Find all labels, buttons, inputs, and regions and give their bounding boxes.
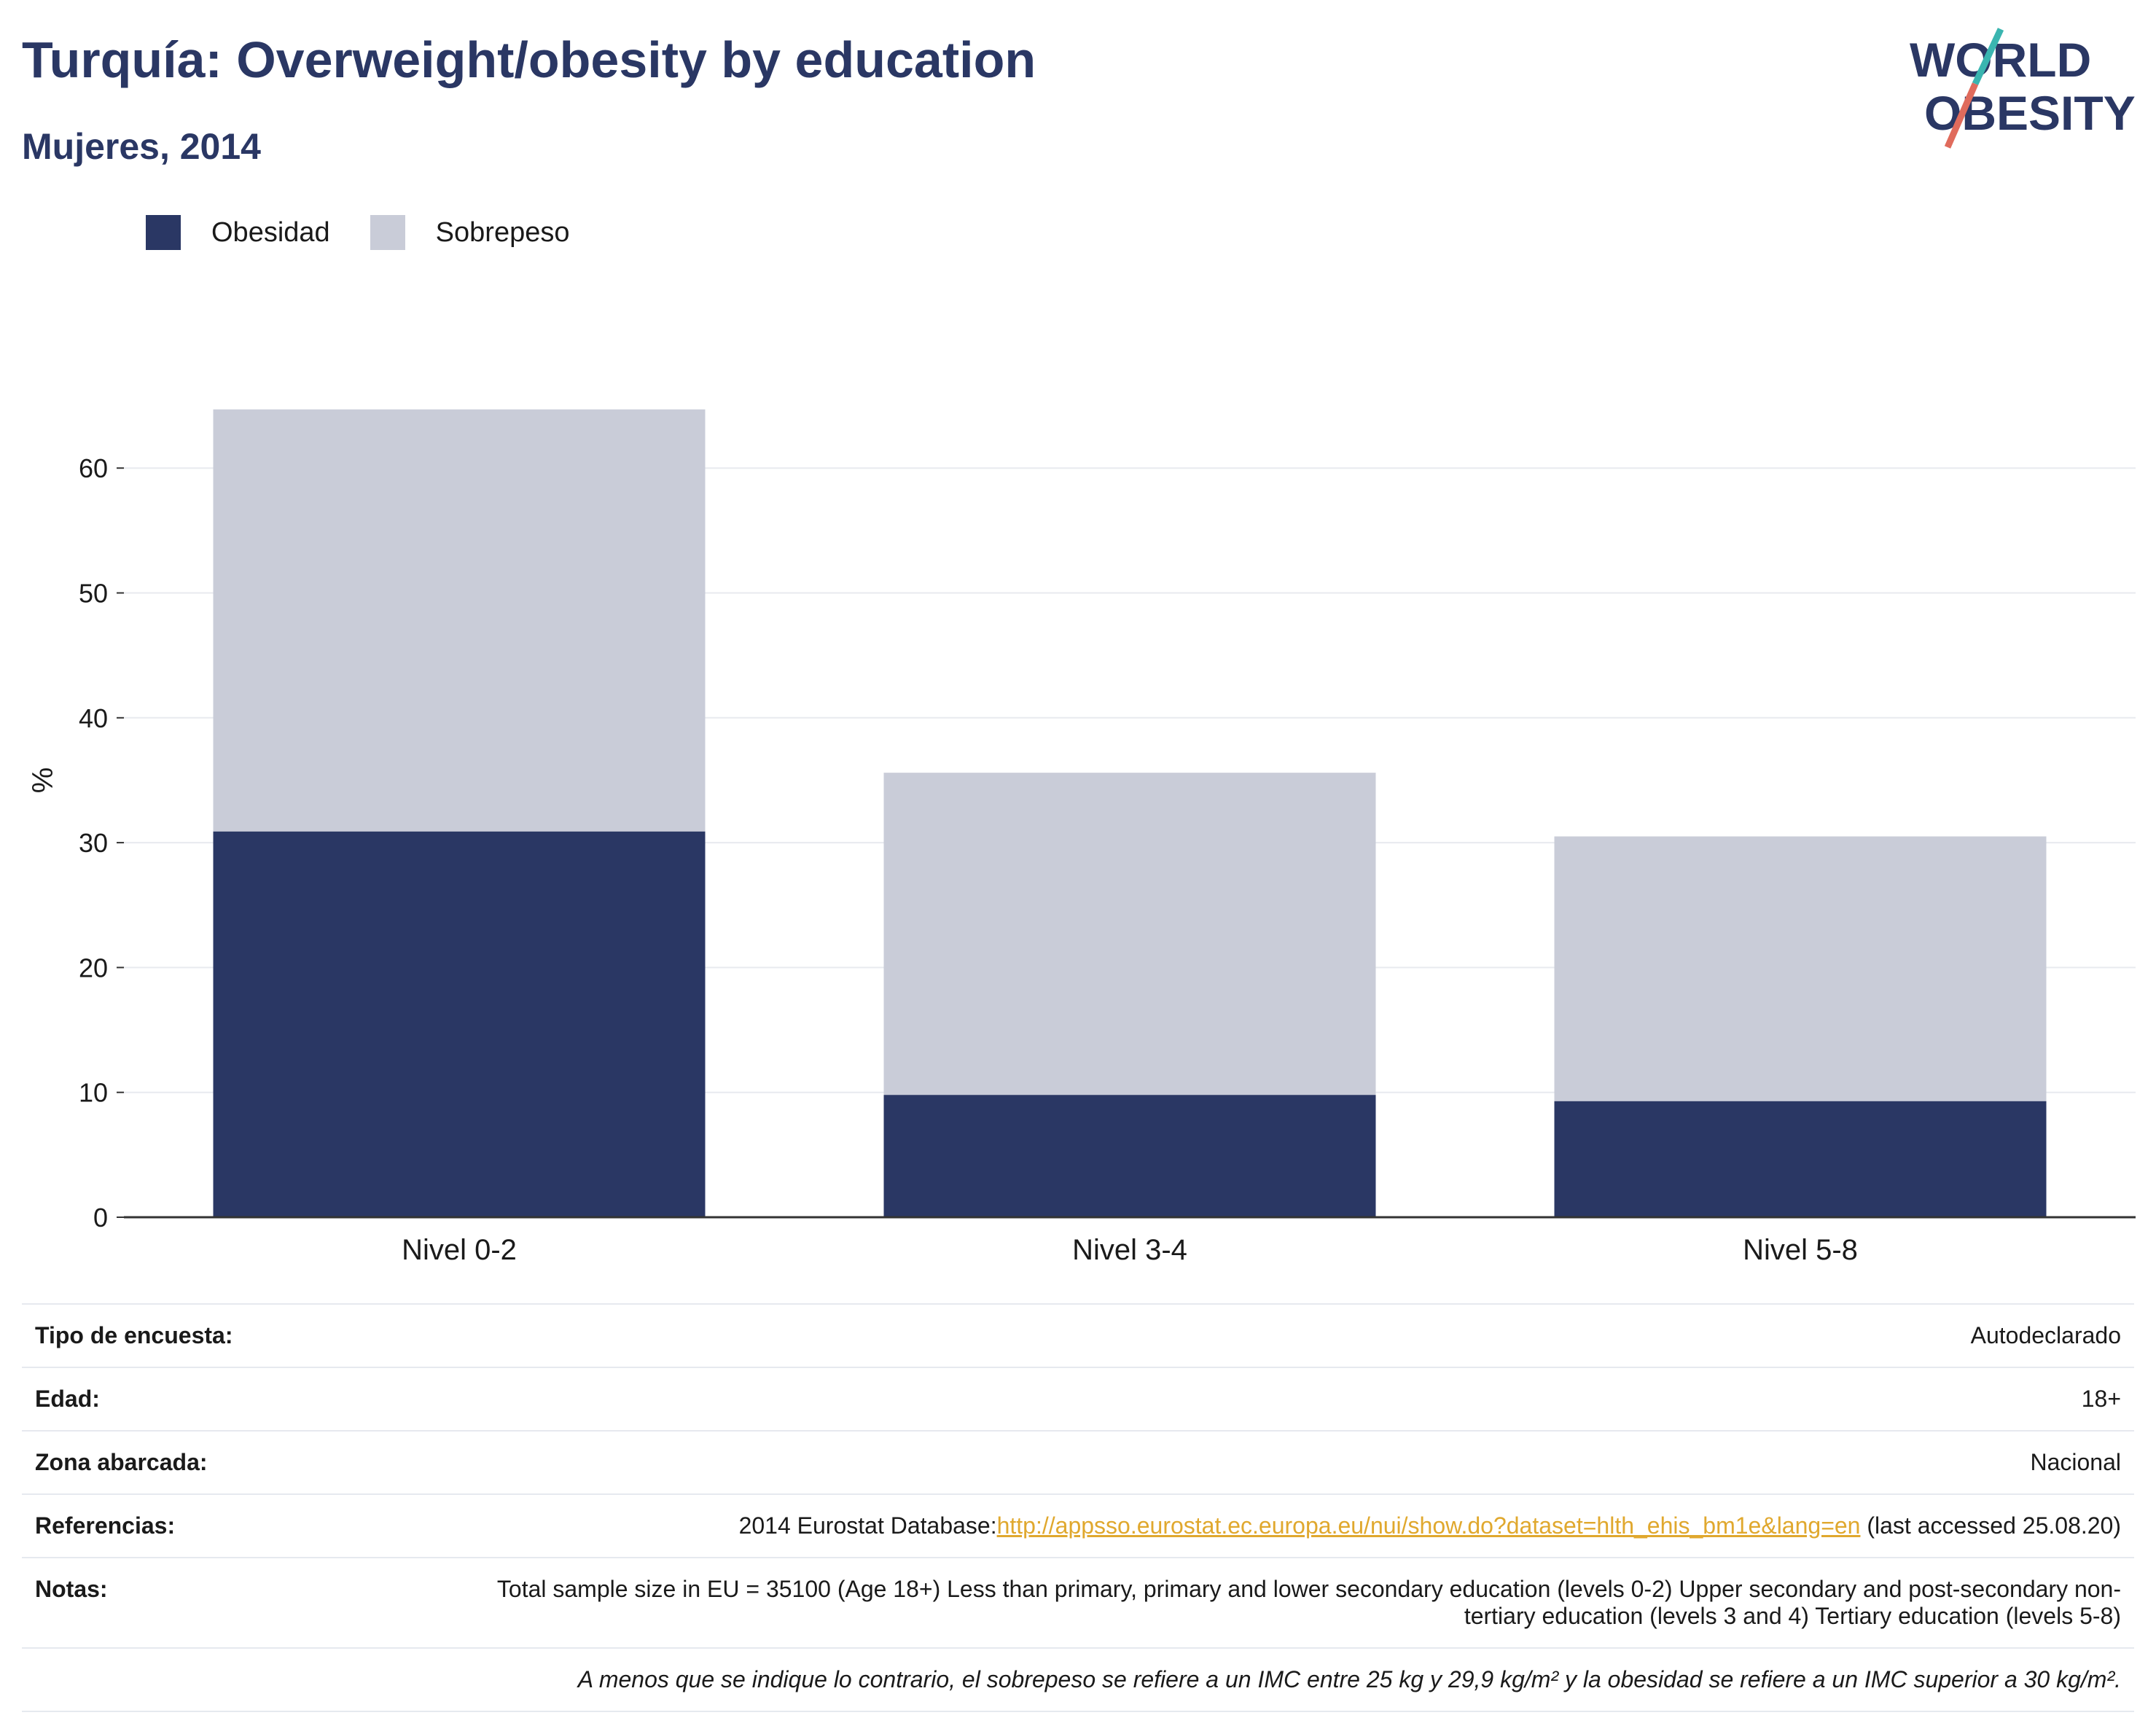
chart-subtitle: Mujeres, 2014 [22, 126, 261, 167]
bar-overweight-3[interactable] [1554, 836, 2047, 1101]
x-tick-label: Nivel 0-2 [402, 1234, 517, 1261]
age-value: 18+ [2081, 1386, 2121, 1412]
bar-obesity-3[interactable] [1554, 1101, 2047, 1217]
legend-label-overweight: Sobrepeso [435, 216, 570, 248]
age-label: Edad: [35, 1386, 100, 1412]
info-row-notes: Notas: Total sample size in EU = 35100 (… [22, 1557, 2134, 1647]
info-row-references: Referencias: 2014 Eurostat Database:http… [22, 1493, 2134, 1557]
bars [213, 409, 2047, 1217]
references-link[interactable]: http://appsso.eurostat.ec.europa.eu/nui/… [996, 1512, 1861, 1539]
y-tick-label: 30 [79, 828, 108, 858]
y-tick-label: 0 [93, 1203, 108, 1233]
y-tick-label: 50 [79, 579, 108, 609]
area-label: Zona abarcada: [35, 1449, 208, 1475]
info-row-survey: Tipo de encuesta: Autodeclarado [22, 1303, 2134, 1367]
chart-legend: Obesidad Sobrepeso [146, 215, 609, 250]
info-row-area: Zona abarcada: Nacional [22, 1430, 2134, 1493]
area-value: Nacional [2030, 1449, 2121, 1475]
footnote: A menos que se indique lo contrario, el … [22, 1647, 2134, 1712]
y-axis-ticks: 0 10 20 30 40 50 60 [79, 453, 124, 1233]
legend-item-overweight[interactable]: Sobrepeso [370, 215, 570, 250]
bar-overweight-1[interactable] [213, 409, 706, 832]
bar-chart: 0 10 20 30 40 50 60 Nivel 0-2 Nivel 3-4 Nivel 5-… [27, 409, 2136, 1261]
bar-obesity-1[interactable] [213, 831, 706, 1217]
y-tick-label: 10 [79, 1078, 108, 1108]
bar-overweight-2[interactable] [883, 773, 1376, 1096]
references-label: Referencias: [35, 1512, 176, 1539]
logo-text-world: WORLD [1910, 33, 2091, 87]
bar-obesity-2[interactable] [883, 1095, 1376, 1217]
y-tick-label: 40 [79, 703, 108, 733]
references-prefix: 2014 Eurostat Database: [738, 1512, 997, 1539]
info-row-age: Edad: 18+ [22, 1367, 2134, 1430]
world-obesity-logo: WORLD OBESITY [1910, 28, 2136, 149]
y-tick-label: 60 [79, 453, 108, 483]
references-value: 2014 Eurostat Database:http://appsso.eur… [739, 1512, 2121, 1539]
survey-label: Tipo de encuesta: [35, 1322, 233, 1348]
survey-value: Autodeclarado [1970, 1322, 2121, 1348]
references-suffix: (last accessed 25.08.20) [1860, 1512, 2121, 1539]
legend-label-obesity: Obesidad [211, 216, 330, 248]
logo-coral-stroke [1944, 82, 1979, 149]
legend-swatch-overweight [370, 215, 405, 250]
x-axis-labels: Nivel 0-2 Nivel 3-4 Nivel 5-8 [402, 1234, 1858, 1261]
info-table: Tipo de encuesta: Autodeclarado Edad: 18… [22, 1303, 2134, 1712]
notes-label: Notas: [35, 1576, 108, 1602]
chart-title: Turquía: Overweight/obesity by education [22, 31, 1036, 88]
notes-value: Total sample size in EU = 35100 (Age 18+… [496, 1576, 2121, 1629]
x-tick-label: Nivel 3-4 [1072, 1234, 1187, 1261]
y-axis-title: % [27, 768, 59, 794]
legend-item-obesity[interactable]: Obesidad [146, 215, 330, 250]
legend-swatch-obesity [146, 215, 181, 250]
x-tick-label: Nivel 5-8 [1743, 1234, 1858, 1261]
logo-teal-stroke [1972, 28, 2004, 85]
y-tick-label: 20 [79, 953, 108, 983]
